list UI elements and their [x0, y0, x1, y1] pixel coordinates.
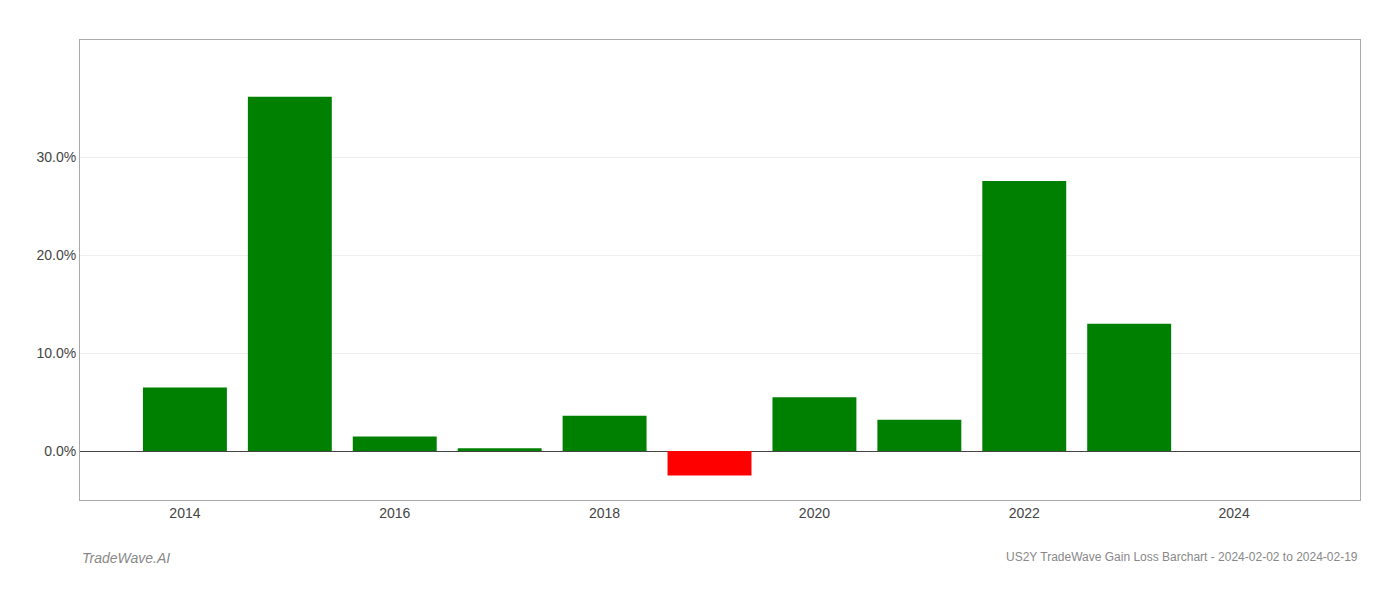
svg-text:2020: 2020: [799, 505, 830, 521]
svg-text:2014: 2014: [169, 505, 200, 521]
svg-text:30.0%: 30.0%: [36, 149, 76, 165]
svg-text:TradeWave.AI: TradeWave.AI: [82, 550, 170, 566]
svg-text:US2Y TradeWave Gain Loss Barch: US2Y TradeWave Gain Loss Barchart - 2024…: [1006, 550, 1358, 564]
svg-text:20.0%: 20.0%: [36, 247, 76, 263]
svg-text:0.0%: 0.0%: [44, 443, 76, 459]
svg-text:2024: 2024: [1219, 505, 1250, 521]
svg-text:2018: 2018: [589, 505, 620, 521]
svg-text:10.0%: 10.0%: [36, 345, 76, 361]
svg-text:2022: 2022: [1009, 505, 1040, 521]
svg-text:2016: 2016: [379, 505, 410, 521]
